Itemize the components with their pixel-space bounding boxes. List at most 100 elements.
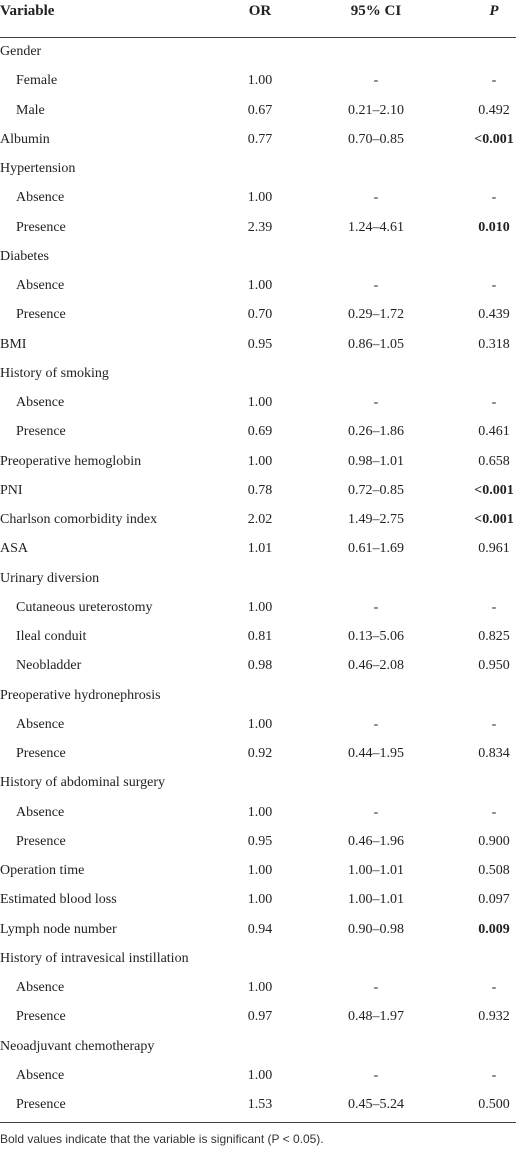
ci-value: -	[373, 278, 379, 293]
or-value: 0.94	[247, 921, 273, 937]
variable-label: Estimated blood loss	[0, 892, 117, 908]
column-header: P	[489, 3, 499, 19]
variable-label: Cutaneous ureterostomy	[16, 599, 153, 615]
p-value: -	[491, 395, 497, 410]
or-value: 0.69	[247, 424, 273, 440]
p-value: 0.492	[478, 102, 510, 118]
variable-label: Presence	[16, 307, 66, 323]
p-value: -	[491, 1067, 497, 1083]
p-value: -	[491, 278, 497, 293]
or-value: 0.95	[247, 833, 273, 849]
p-value: -	[491, 716, 497, 732]
ci-value: 0.86–1.05	[348, 336, 404, 352]
variable-label: History of intravesical instillation	[0, 950, 189, 966]
ci-value: 0.13–5.06	[348, 629, 404, 644]
or-value: 1.00	[247, 804, 273, 820]
p-value: <0.001	[474, 131, 514, 147]
variable-label: Albumin	[0, 131, 50, 147]
or-value: 0.97	[247, 1009, 273, 1025]
ci-value: 0.21–2.10	[348, 102, 404, 118]
or-value: 0.92	[247, 746, 273, 761]
bottom-rule	[0, 1122, 516, 1123]
variable-label: Presence	[16, 833, 66, 849]
ci-value: -	[373, 73, 379, 89]
or-value: 1.00	[247, 716, 273, 732]
ci-value: 0.46–1.96	[348, 833, 404, 849]
p-value: 0.508	[478, 863, 510, 878]
ci-value: -	[373, 804, 379, 820]
variable-label: Neobladder	[16, 658, 82, 674]
ci-value: 0.44–1.95	[348, 746, 404, 761]
ci-value: 0.29–1.72	[348, 307, 404, 323]
ci-value: -	[373, 980, 379, 995]
ci-value: 1.00–1.01	[348, 863, 404, 878]
variable-label: Presence	[16, 424, 66, 440]
variable-label: Absence	[16, 395, 65, 410]
ci-value: 0.48–1.97	[348, 1009, 404, 1025]
variable-label: Absence	[16, 804, 65, 820]
or-value: 0.70	[247, 307, 273, 323]
p-value: 0.009	[478, 921, 510, 937]
variable-label: Hypertension	[0, 161, 76, 176]
or-value: 0.98	[247, 658, 273, 674]
variable-label: Ileal conduit	[16, 629, 87, 644]
or-value: 0.78	[247, 482, 273, 498]
or-value: 1.00	[247, 395, 273, 410]
ci-value: 0.46–2.08	[348, 658, 404, 674]
or-value: 1.00	[247, 980, 273, 995]
p-value: 0.900	[478, 833, 510, 849]
p-value: -	[491, 980, 497, 995]
or-value: 2.02	[247, 512, 273, 527]
or-value: 1.00	[247, 599, 273, 615]
p-value: 0.825	[478, 629, 510, 644]
variable-label: Absence	[16, 278, 65, 293]
p-value: 0.010	[478, 219, 510, 235]
or-value: 1.00	[247, 73, 273, 89]
or-value: 0.67	[247, 102, 273, 118]
p-value: -	[491, 804, 497, 820]
or-value: 1.00	[247, 453, 273, 469]
p-value: 0.097	[478, 892, 510, 908]
variable-label: Preoperative hydronephrosis	[0, 687, 161, 703]
variable-label: Presence	[16, 219, 66, 235]
or-value: 1.01	[247, 541, 273, 557]
variable-label: BMI	[0, 336, 27, 352]
p-value: 0.932	[478, 1009, 510, 1025]
ci-value: 0.72–0.85	[348, 482, 404, 498]
ci-value: -	[373, 190, 379, 206]
p-value: 0.318	[478, 336, 510, 352]
variable-label: Male	[16, 102, 45, 118]
or-value: 0.81	[247, 629, 273, 644]
p-value: <0.001	[474, 482, 514, 498]
ci-value: -	[373, 599, 379, 615]
ci-value: 0.45–5.24	[348, 1097, 404, 1112]
ci-value: -	[373, 395, 379, 410]
column-header: OR	[248, 3, 272, 19]
p-value: 0.658	[478, 453, 510, 469]
ci-value: 1.00–1.01	[348, 892, 404, 908]
or-value: 1.00	[247, 1067, 273, 1083]
p-value: -	[491, 599, 497, 615]
variable-label: History of smoking	[0, 365, 109, 381]
or-value: 1.00	[247, 190, 273, 206]
variable-label: Preoperative hemoglobin	[0, 453, 142, 469]
variable-label: Female	[16, 73, 58, 89]
variable-label: PNI	[0, 482, 23, 498]
variable-label: ASA	[0, 541, 29, 557]
p-value: -	[491, 190, 497, 206]
p-value: 0.961	[478, 541, 510, 557]
p-value: 0.834	[478, 746, 510, 761]
or-value: 2.39	[247, 219, 273, 235]
or-value: 0.95	[247, 336, 273, 352]
column-header: Variable	[0, 3, 55, 19]
variable-label: Charlson comorbidity index	[0, 512, 158, 527]
ci-value: 0.98–1.01	[348, 453, 404, 469]
variable-label: Presence	[16, 746, 66, 761]
or-value: 1.00	[247, 278, 273, 293]
variable-label: Presence	[16, 1009, 66, 1025]
or-value: 1.53	[247, 1097, 273, 1112]
p-value: 0.950	[478, 658, 510, 674]
ci-value: -	[373, 1067, 379, 1083]
p-value: -	[491, 73, 497, 89]
variable-label: Neoadjuvant chemotherapy	[0, 1038, 155, 1054]
